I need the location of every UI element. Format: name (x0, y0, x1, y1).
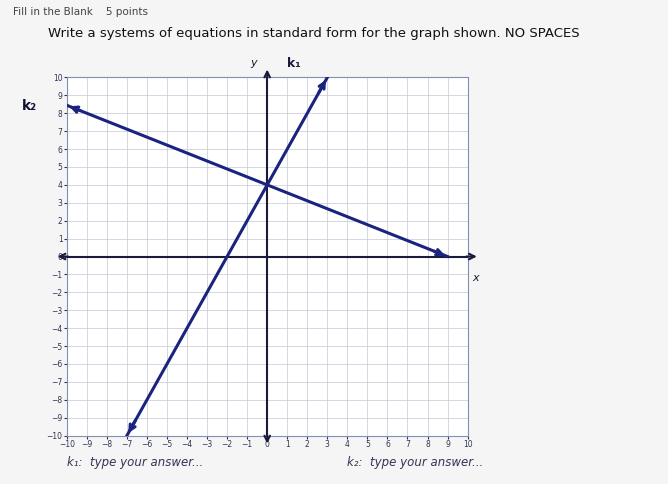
Text: y: y (250, 58, 257, 68)
Text: Write a systems of equations in standard form for the graph shown. NO SPACES: Write a systems of equations in standard… (48, 27, 580, 40)
Text: x: x (472, 272, 479, 283)
Text: k₁:  type your answer...: k₁: type your answer... (67, 456, 203, 469)
Text: k₂: k₂ (21, 99, 37, 113)
Text: k₂:  type your answer...: k₂: type your answer... (347, 456, 484, 469)
Text: k₁: k₁ (287, 57, 301, 70)
Text: Fill in the Blank    5 points: Fill in the Blank 5 points (13, 7, 148, 17)
